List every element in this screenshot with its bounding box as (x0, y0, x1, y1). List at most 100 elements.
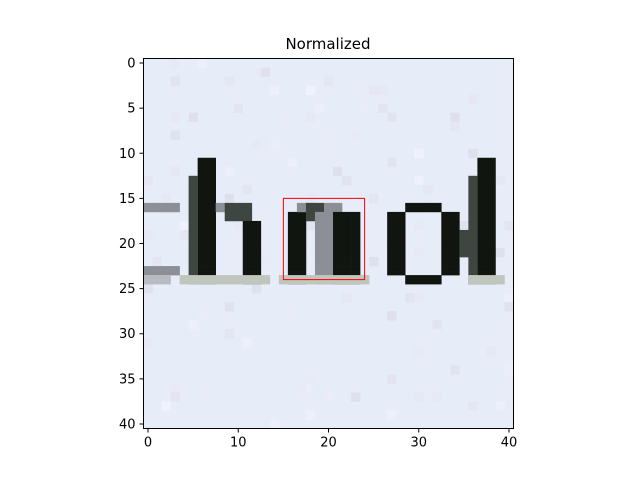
y-tick-label: 15 (119, 192, 136, 207)
glyph-pixel (323, 238, 334, 249)
glyph-pixel (468, 238, 478, 249)
background-pixel (305, 112, 316, 122)
glyph-pixel (486, 248, 496, 258)
background-pixel (450, 112, 460, 122)
background-pixel (224, 166, 235, 177)
background-pixel (387, 112, 397, 122)
glyph-pixel (468, 175, 478, 186)
background-pixel (170, 76, 180, 86)
glyph-pixel (233, 202, 244, 213)
glyph-pixel (387, 220, 397, 231)
glyph-pixel (197, 238, 207, 249)
glyph-pixel (296, 238, 307, 249)
glyph-pixel (242, 211, 253, 222)
glyph-pixel (486, 229, 496, 240)
glyph-pixel (405, 275, 415, 285)
glyph-pixel (188, 257, 198, 267)
background-pixel (251, 67, 262, 77)
glyph-pixel (287, 238, 298, 249)
background-pixel (152, 257, 162, 267)
glyph-pixel (351, 248, 361, 258)
background-pixel (242, 184, 253, 195)
background-pixel (296, 383, 307, 393)
background-pixel (170, 130, 180, 141)
glyph-pixel (314, 248, 325, 258)
glyph-pixel (188, 193, 198, 204)
glyph-pixel (179, 275, 189, 285)
background-pixel (432, 320, 442, 330)
glyph-pixel (387, 238, 397, 249)
glyph-pixel (251, 238, 262, 249)
background-pixel (369, 257, 379, 267)
glyph-pixel (441, 229, 451, 240)
background-pixel (251, 139, 262, 150)
glyph-pixel (333, 257, 343, 267)
glyph-pixel (468, 220, 478, 231)
glyph-pixel (468, 266, 478, 276)
y-tick-label: 35 (119, 372, 136, 387)
glyph-pixel (251, 248, 262, 258)
background-pixel (269, 139, 280, 150)
glyph-pixel (242, 275, 253, 285)
background-pixel (387, 311, 397, 321)
glyph-pixel (287, 248, 298, 258)
glyph-pixel (260, 275, 271, 285)
glyph-pixel (441, 248, 451, 258)
glyph-pixel (197, 157, 207, 168)
background-pixel (287, 302, 298, 312)
background-pixel (170, 392, 180, 402)
glyph-pixel (477, 266, 487, 276)
glyph-pixel (396, 211, 406, 222)
glyph-pixel (333, 266, 343, 276)
glyph-pixel (206, 202, 216, 213)
glyph-pixel (342, 238, 352, 249)
glyph-pixel (314, 257, 325, 267)
glyph-pixel (242, 248, 253, 258)
glyph-pixel (351, 266, 361, 276)
glyph-pixel (396, 229, 406, 240)
background-pixel (486, 347, 496, 357)
glyph-pixel (197, 193, 207, 204)
glyph-pixel (396, 238, 406, 249)
glyph-pixel (333, 202, 343, 213)
background-pixel (432, 392, 442, 402)
glyph-pixel (296, 211, 307, 222)
glyph-pixel (468, 275, 478, 285)
glyph-pixel (206, 275, 216, 285)
glyph-pixel (342, 229, 352, 240)
glyph-pixel (143, 275, 153, 285)
background-pixel (414, 347, 424, 357)
background-pixel (197, 392, 207, 402)
glyph-pixel (251, 257, 262, 267)
glyph-pixel (206, 184, 216, 195)
glyph-pixel (206, 166, 216, 177)
glyph-pixel (477, 193, 487, 204)
glyph-pixel (314, 238, 325, 249)
glyph-pixel (486, 275, 496, 285)
background-pixel (143, 184, 153, 195)
glyph-pixel (251, 266, 262, 276)
glyph-pixel (396, 257, 406, 267)
y-tick-label: 5 (127, 102, 135, 117)
glyph-pixel (333, 220, 343, 231)
glyph-pixel (188, 184, 198, 195)
glyph-pixel (477, 275, 487, 285)
background-pixel (224, 329, 235, 339)
background-pixel (143, 284, 153, 294)
glyph-pixel (468, 211, 478, 222)
glyph-pixel (305, 202, 316, 213)
highlight-box (282, 197, 366, 281)
glyph-pixel (387, 266, 397, 276)
glyph-pixel (387, 257, 397, 267)
glyph-pixel (251, 220, 262, 231)
glyph-pixel (251, 275, 262, 285)
glyph-pixel (486, 166, 496, 177)
background-pixel (224, 76, 235, 86)
glyph-pixel (495, 275, 505, 285)
glyph-pixel (161, 266, 171, 276)
background-pixel (323, 76, 334, 86)
glyph-pixel (188, 238, 198, 249)
glyph-pixel (188, 175, 198, 186)
chart-title: Normalized (285, 35, 370, 53)
